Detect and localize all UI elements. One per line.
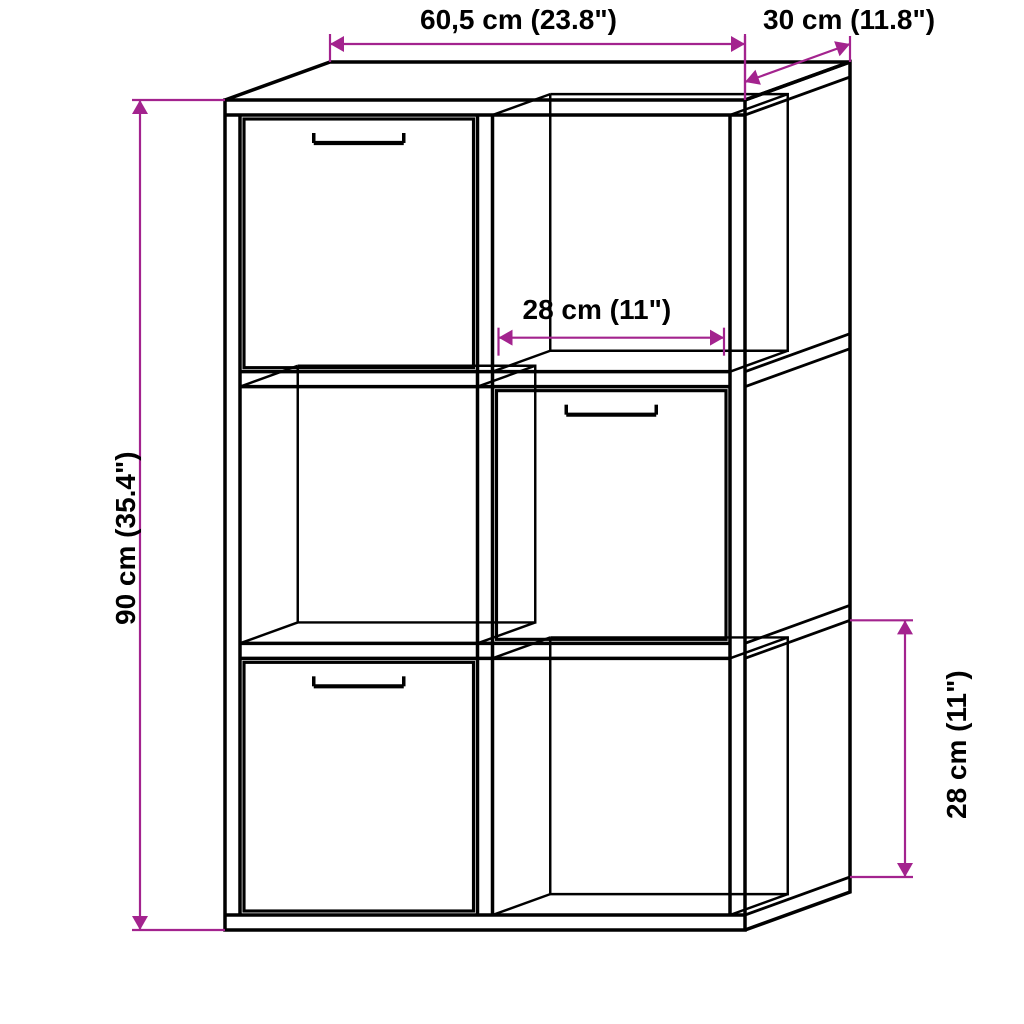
dim-innerw-label: 28 cm (11") [523,294,672,326]
dim-cubeh-label: 28 cm (11") [941,670,973,819]
dim-width-label: 60,5 cm (23.8") [420,4,617,36]
dim-height-label: 90 cm (35.4") [110,451,142,625]
dim-depth-label: 30 cm (11.8") [763,4,935,36]
